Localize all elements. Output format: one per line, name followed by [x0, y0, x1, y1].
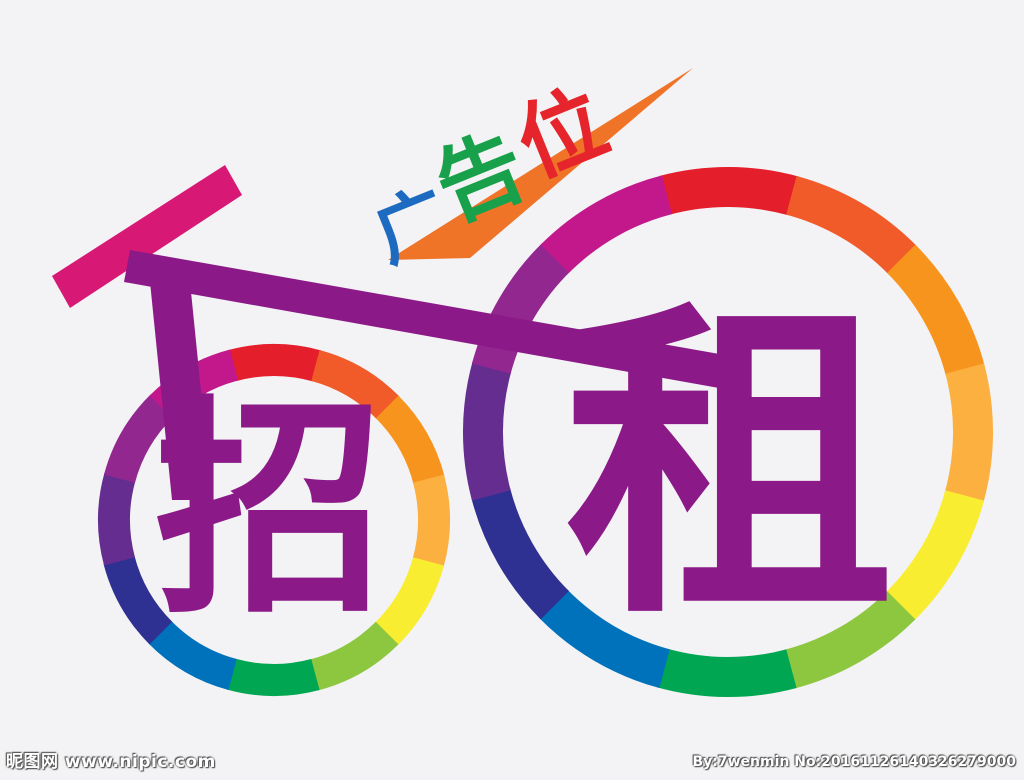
wheel-segment — [228, 344, 322, 382]
bike-top-tube — [124, 250, 725, 388]
wheel-segment — [885, 489, 985, 622]
wheel-segment — [412, 474, 450, 568]
wheel-segment — [104, 394, 174, 484]
character-zu: 租 — [565, 274, 895, 658]
watermark-site: 昵图网 www.nipic.com — [6, 752, 216, 772]
wheel-segment — [471, 487, 570, 620]
wheel-segment — [944, 363, 993, 504]
bike-seat-tube — [148, 262, 212, 500]
wheel-segment — [785, 175, 918, 275]
bike-seat — [52, 165, 242, 308]
large-wheel-rainbow-ring — [463, 167, 993, 697]
wheel-segment — [375, 395, 445, 485]
wheel-segment — [659, 167, 800, 216]
wheel-segment — [463, 360, 512, 501]
character-zhao: 招 — [155, 378, 385, 645]
wheel-segment — [310, 350, 400, 420]
wheel-segment — [471, 242, 571, 375]
wheel-segment — [309, 621, 399, 691]
wheel-segment — [98, 472, 136, 566]
wheel-segment — [148, 620, 238, 690]
watermark-author-id: By:7wenmin No:20161126140326279000 — [692, 754, 1016, 770]
wheel-segment — [783, 590, 916, 689]
wheel-segment — [226, 658, 320, 696]
wheel-segment — [540, 175, 673, 274]
wheel-segment — [656, 648, 797, 697]
wheel-segment — [103, 555, 173, 645]
wheel-segment — [374, 556, 444, 646]
wheel-segment — [538, 589, 671, 689]
wheel-segment — [886, 244, 985, 377]
spoiler-wedge — [388, 68, 693, 260]
